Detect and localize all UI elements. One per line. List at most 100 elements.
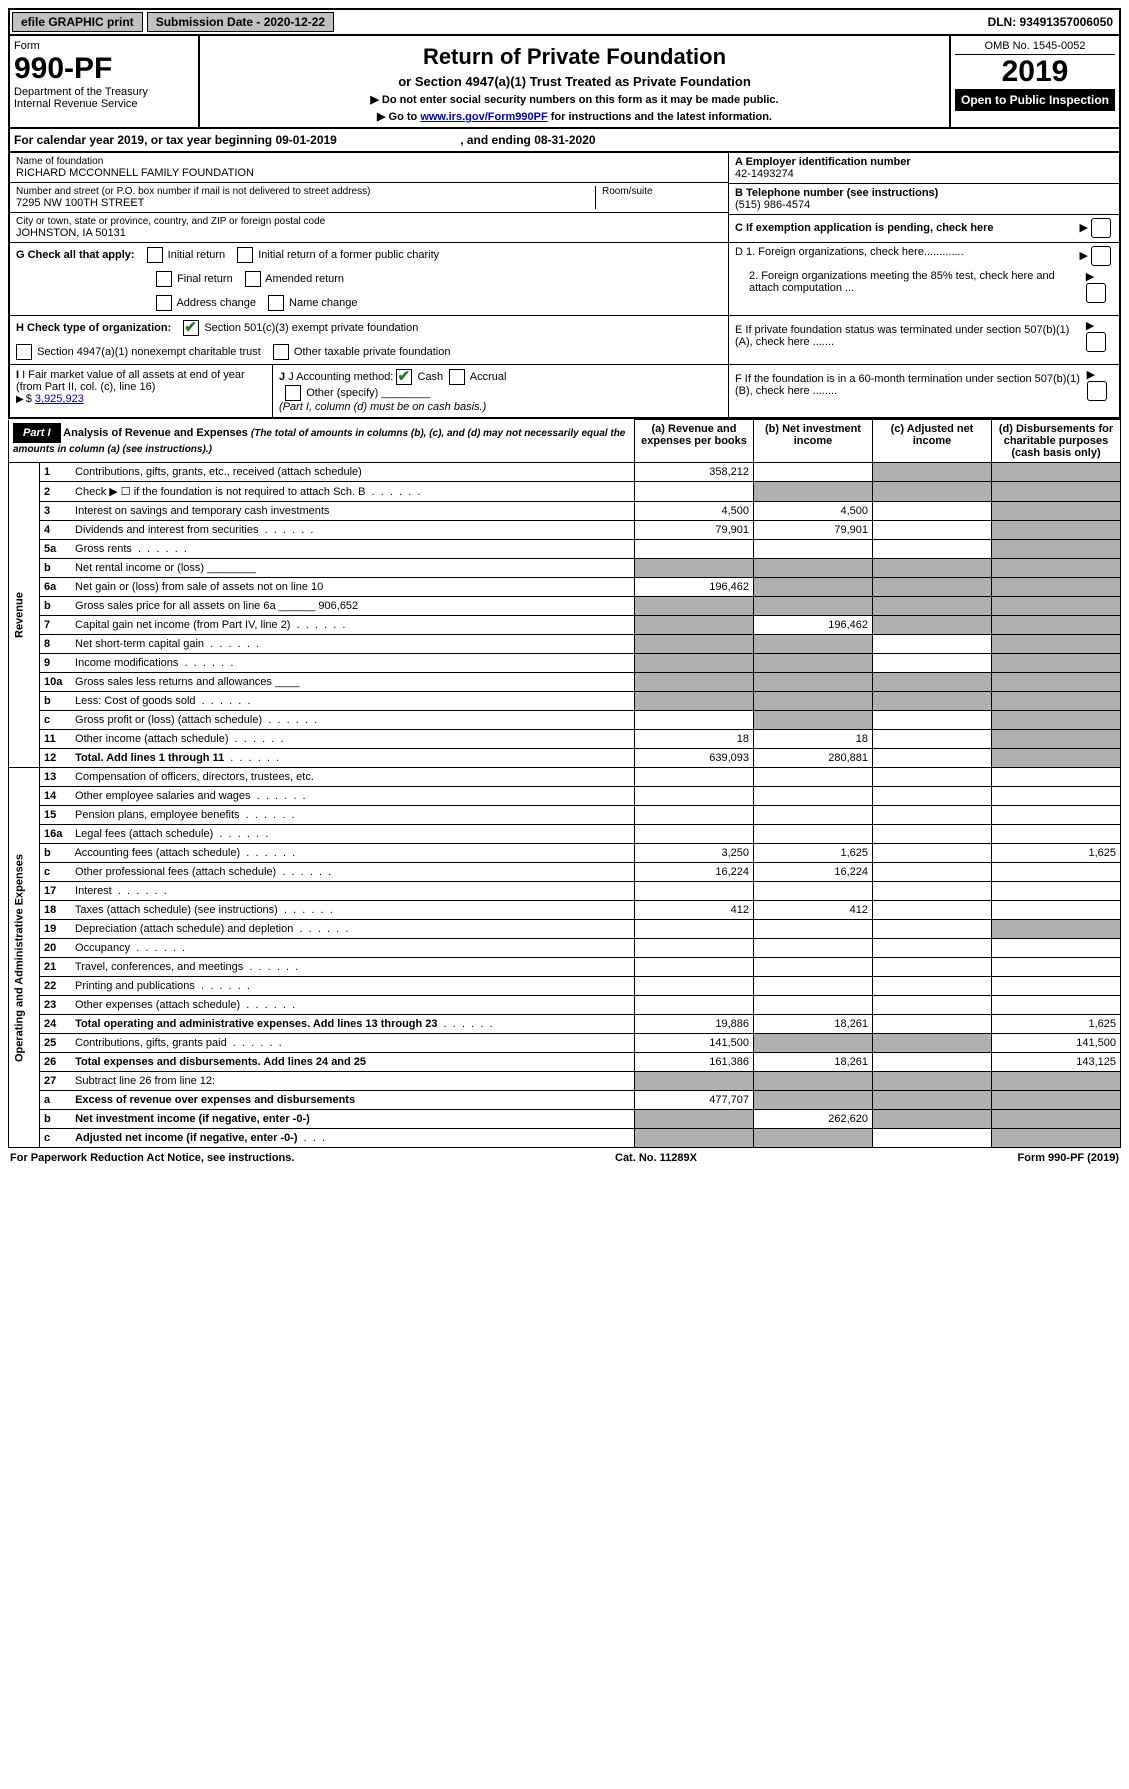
table-cell xyxy=(873,939,992,958)
line-desc: 1 Contributions, gifts, grants, etc., re… xyxy=(40,463,635,482)
cash-checkbox[interactable] xyxy=(396,369,412,385)
amended-return-checkbox[interactable] xyxy=(245,271,261,287)
i-label: I Fair market value of all assets at end… xyxy=(16,369,245,393)
part1-table: Part I Analysis of Revenue and Expenses … xyxy=(8,419,1121,1148)
table-cell xyxy=(754,768,873,787)
table-cell xyxy=(635,482,754,502)
table-cell: 161,386 xyxy=(635,1053,754,1072)
fmv-link[interactable]: 3,925,923 xyxy=(35,393,84,405)
line-desc: b Less: Cost of goods sold . . . . . . xyxy=(40,692,635,711)
table-cell xyxy=(992,673,1121,692)
table-cell xyxy=(754,673,873,692)
line-desc: 7 Capital gain net income (from Part IV,… xyxy=(40,616,635,635)
table-cell xyxy=(873,502,992,521)
table-cell: 1,625 xyxy=(992,844,1121,863)
table-cell xyxy=(992,806,1121,825)
terminated-checkbox[interactable] xyxy=(1086,332,1106,352)
other-taxable-checkbox[interactable] xyxy=(273,344,289,360)
line-desc: c Gross profit or (loss) (attach schedul… xyxy=(40,711,635,730)
table-cell: 18 xyxy=(635,730,754,749)
section-label: Operating and Administrative Expenses xyxy=(9,768,40,1148)
calyear-pre: For calendar year 2019, or tax year begi… xyxy=(14,133,275,147)
ein-value: 42-1493274 xyxy=(735,168,1113,180)
dept-irs: Internal Revenue Service xyxy=(14,98,194,110)
table-cell xyxy=(754,597,873,616)
table-cell xyxy=(635,1072,754,1091)
table-cell: 141,500 xyxy=(992,1034,1121,1053)
table-cell xyxy=(635,1129,754,1148)
line-desc: 19 Depreciation (attach schedule) and de… xyxy=(40,920,635,939)
line-desc: 23 Other expenses (attach schedule) . . … xyxy=(40,996,635,1015)
foundation-name-label: Name of foundation xyxy=(16,156,722,167)
line-desc: 6a Net gain or (loss) from sale of asset… xyxy=(40,578,635,597)
h-label: H Check type of organization: xyxy=(16,322,171,334)
table-cell xyxy=(873,1072,992,1091)
table-cell xyxy=(992,749,1121,768)
header-left: Form 990-PF Department of the Treasury I… xyxy=(10,36,200,127)
part1-label: Part I xyxy=(13,423,61,443)
table-cell xyxy=(635,787,754,806)
phone-value: (515) 986-4574 xyxy=(735,199,1113,211)
foreign-85-checkbox[interactable] xyxy=(1086,283,1106,303)
goto-pre: ▶ Go to xyxy=(377,111,420,123)
table-cell xyxy=(992,692,1121,711)
accrual-checkbox[interactable] xyxy=(449,369,465,385)
table-cell xyxy=(992,1110,1121,1129)
table-cell: 18 xyxy=(754,730,873,749)
60month-checkbox[interactable] xyxy=(1087,381,1107,401)
initial-former-checkbox[interactable] xyxy=(237,247,253,263)
table-cell xyxy=(873,1034,992,1053)
h-check-row: H Check type of organization: Section 50… xyxy=(10,315,728,364)
opt-addr-change: Address change xyxy=(176,297,256,309)
line-desc: 3 Interest on savings and temporary cash… xyxy=(40,502,635,521)
col-d-header: (d) Disbursements for charitable purpose… xyxy=(992,420,1121,463)
paperwork-notice: For Paperwork Reduction Act Notice, see … xyxy=(10,1152,294,1164)
table-cell xyxy=(754,711,873,730)
calendar-year-row: For calendar year 2019, or tax year begi… xyxy=(8,129,1121,153)
line-desc: 13 Compensation of officers, directors, … xyxy=(40,768,635,787)
table-cell xyxy=(635,616,754,635)
table-cell xyxy=(873,977,992,996)
other-method-checkbox[interactable] xyxy=(285,385,301,401)
foreign-org-checkbox[interactable] xyxy=(1091,246,1111,266)
line-desc: 16a Legal fees (attach schedule) . . . .… xyxy=(40,825,635,844)
part1-title: Analysis of Revenue and Expenses xyxy=(63,427,248,439)
table-cell: 1,625 xyxy=(992,1015,1121,1034)
table-cell xyxy=(992,559,1121,578)
exemption-checkbox[interactable] xyxy=(1091,218,1111,238)
table-cell: 18,261 xyxy=(754,1015,873,1034)
entity-block: Name of foundation RICHARD MCCONNELL FAM… xyxy=(8,153,1121,419)
table-cell xyxy=(754,1072,873,1091)
line-desc: 4 Dividends and interest from securities… xyxy=(40,521,635,540)
line-desc: b Accounting fees (attach schedule) . . … xyxy=(40,844,635,863)
table-cell xyxy=(635,806,754,825)
final-return-checkbox[interactable] xyxy=(156,271,172,287)
line-desc: b Net investment income (if negative, en… xyxy=(40,1110,635,1129)
table-cell: 1,625 xyxy=(754,844,873,863)
table-cell: 16,224 xyxy=(754,863,873,882)
tax-year: 2019 xyxy=(955,55,1115,89)
address-change-checkbox[interactable] xyxy=(156,295,172,311)
line-desc: 26 Total expenses and disbursements. Add… xyxy=(40,1053,635,1072)
entity-left: Name of foundation RICHARD MCCONNELL FAM… xyxy=(10,153,728,242)
table-cell: 477,707 xyxy=(635,1091,754,1110)
table-cell xyxy=(992,787,1121,806)
opt-final: Final return xyxy=(177,273,233,285)
line-desc: 11 Other income (attach schedule) . . . … xyxy=(40,730,635,749)
table-cell xyxy=(992,635,1121,654)
submission-date-button[interactable]: Submission Date - 2020-12-22 xyxy=(147,12,334,32)
initial-return-checkbox[interactable] xyxy=(147,247,163,263)
table-cell xyxy=(873,806,992,825)
name-change-checkbox[interactable] xyxy=(268,295,284,311)
instructions-link[interactable]: www.irs.gov/Form990PF xyxy=(420,111,547,123)
table-cell xyxy=(635,958,754,977)
table-cell xyxy=(754,482,873,502)
table-cell: 196,462 xyxy=(635,578,754,597)
table-cell xyxy=(992,1129,1121,1148)
501c3-checkbox[interactable] xyxy=(183,320,199,336)
table-cell: 16,224 xyxy=(635,863,754,882)
form-title: Return of Private Foundation xyxy=(206,44,943,70)
efile-button[interactable]: efile GRAPHIC print xyxy=(12,12,143,32)
4947-checkbox[interactable] xyxy=(16,344,32,360)
table-cell xyxy=(635,977,754,996)
